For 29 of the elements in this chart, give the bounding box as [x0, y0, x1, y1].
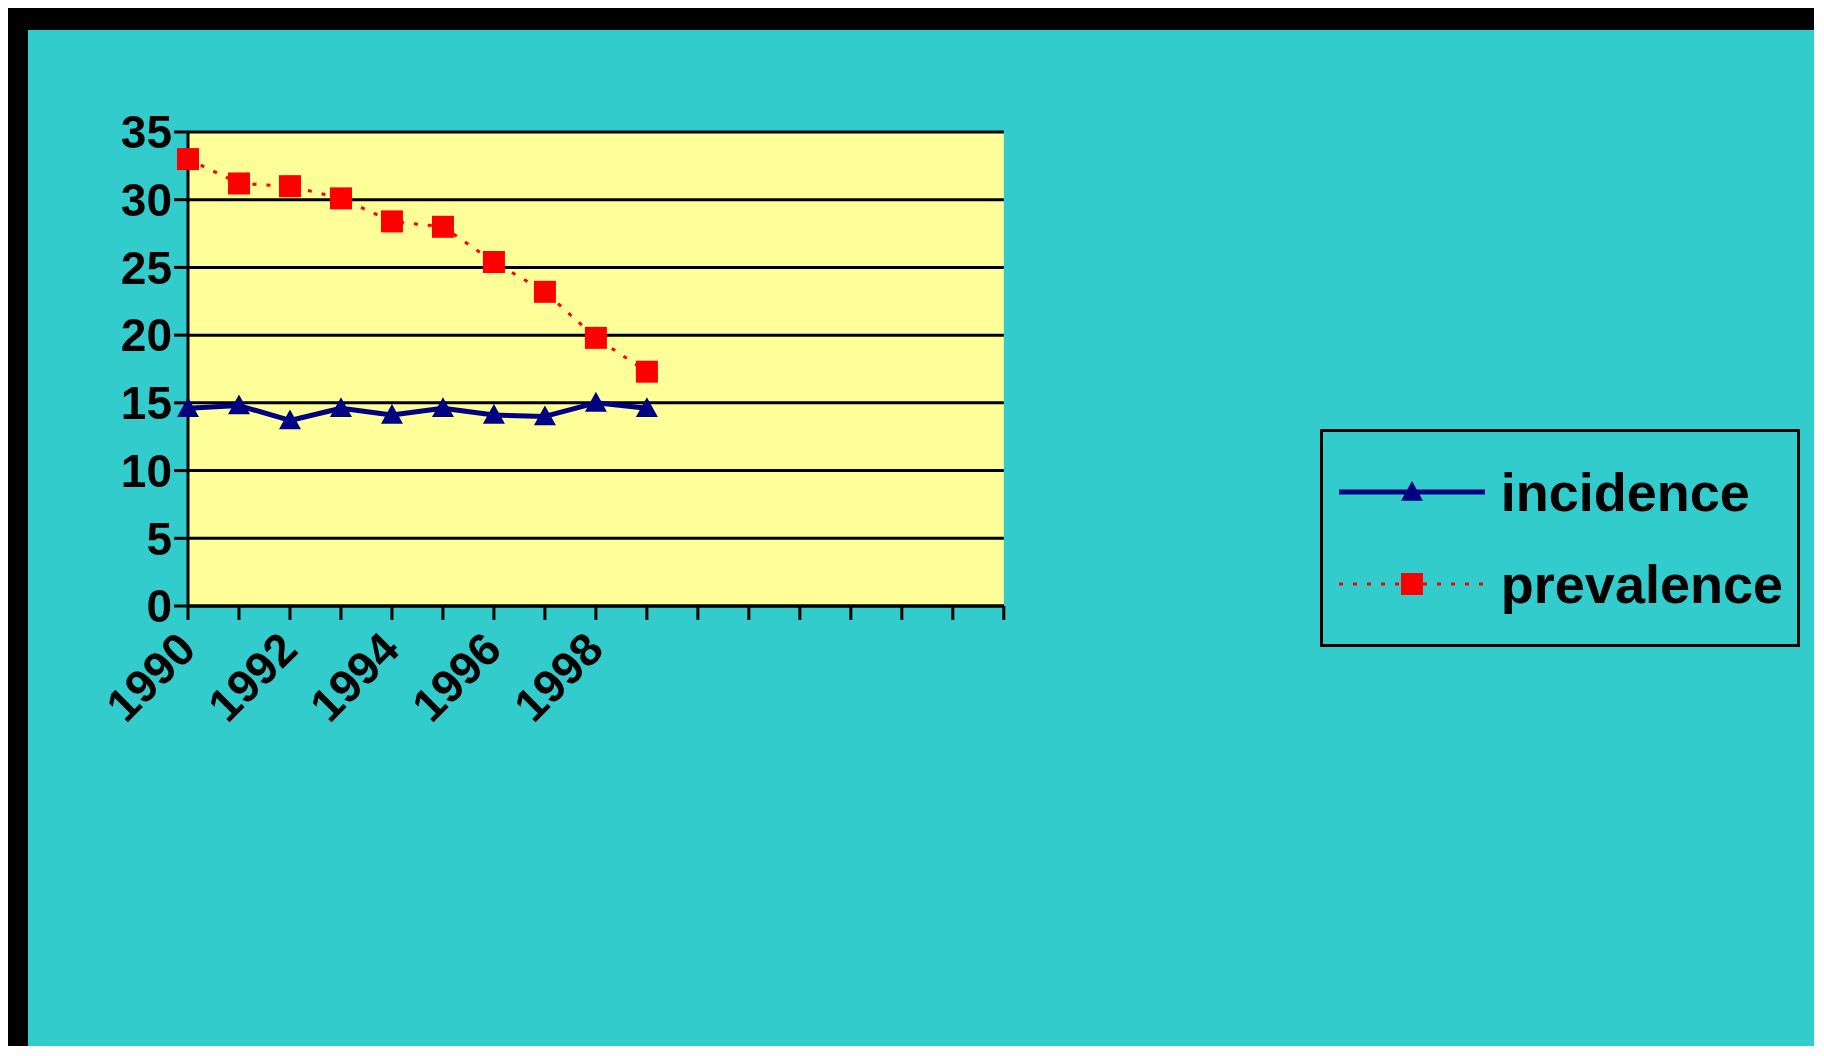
point: [329, 187, 352, 210]
point: [278, 409, 301, 430]
point: [380, 404, 403, 424]
y-tick-label: 35: [120, 106, 172, 159]
point: [177, 148, 199, 171]
point: [533, 280, 556, 303]
point: [227, 394, 250, 415]
point: [584, 326, 607, 349]
point: [584, 391, 607, 412]
point: [329, 397, 352, 418]
point: [482, 404, 505, 424]
y-tick-label: 0: [146, 580, 172, 633]
point: [431, 215, 454, 238]
point: [431, 397, 454, 418]
y-tick-label: 5: [146, 512, 172, 565]
point: [482, 251, 505, 274]
y-tick-label: 25: [120, 241, 172, 294]
point: [635, 397, 658, 418]
y-tick-label: 10: [120, 444, 172, 497]
y-tick-label: 30: [120, 174, 172, 227]
y-tick-label: 15: [120, 377, 172, 430]
point: [278, 175, 301, 198]
y-tick-label: 20: [120, 309, 172, 362]
point: [533, 405, 556, 426]
legend-label: prevalence: [1500, 553, 1783, 615]
point: [227, 172, 250, 195]
point: [635, 360, 658, 383]
legend-label: incidence: [1500, 461, 1750, 523]
point: [380, 210, 403, 233]
